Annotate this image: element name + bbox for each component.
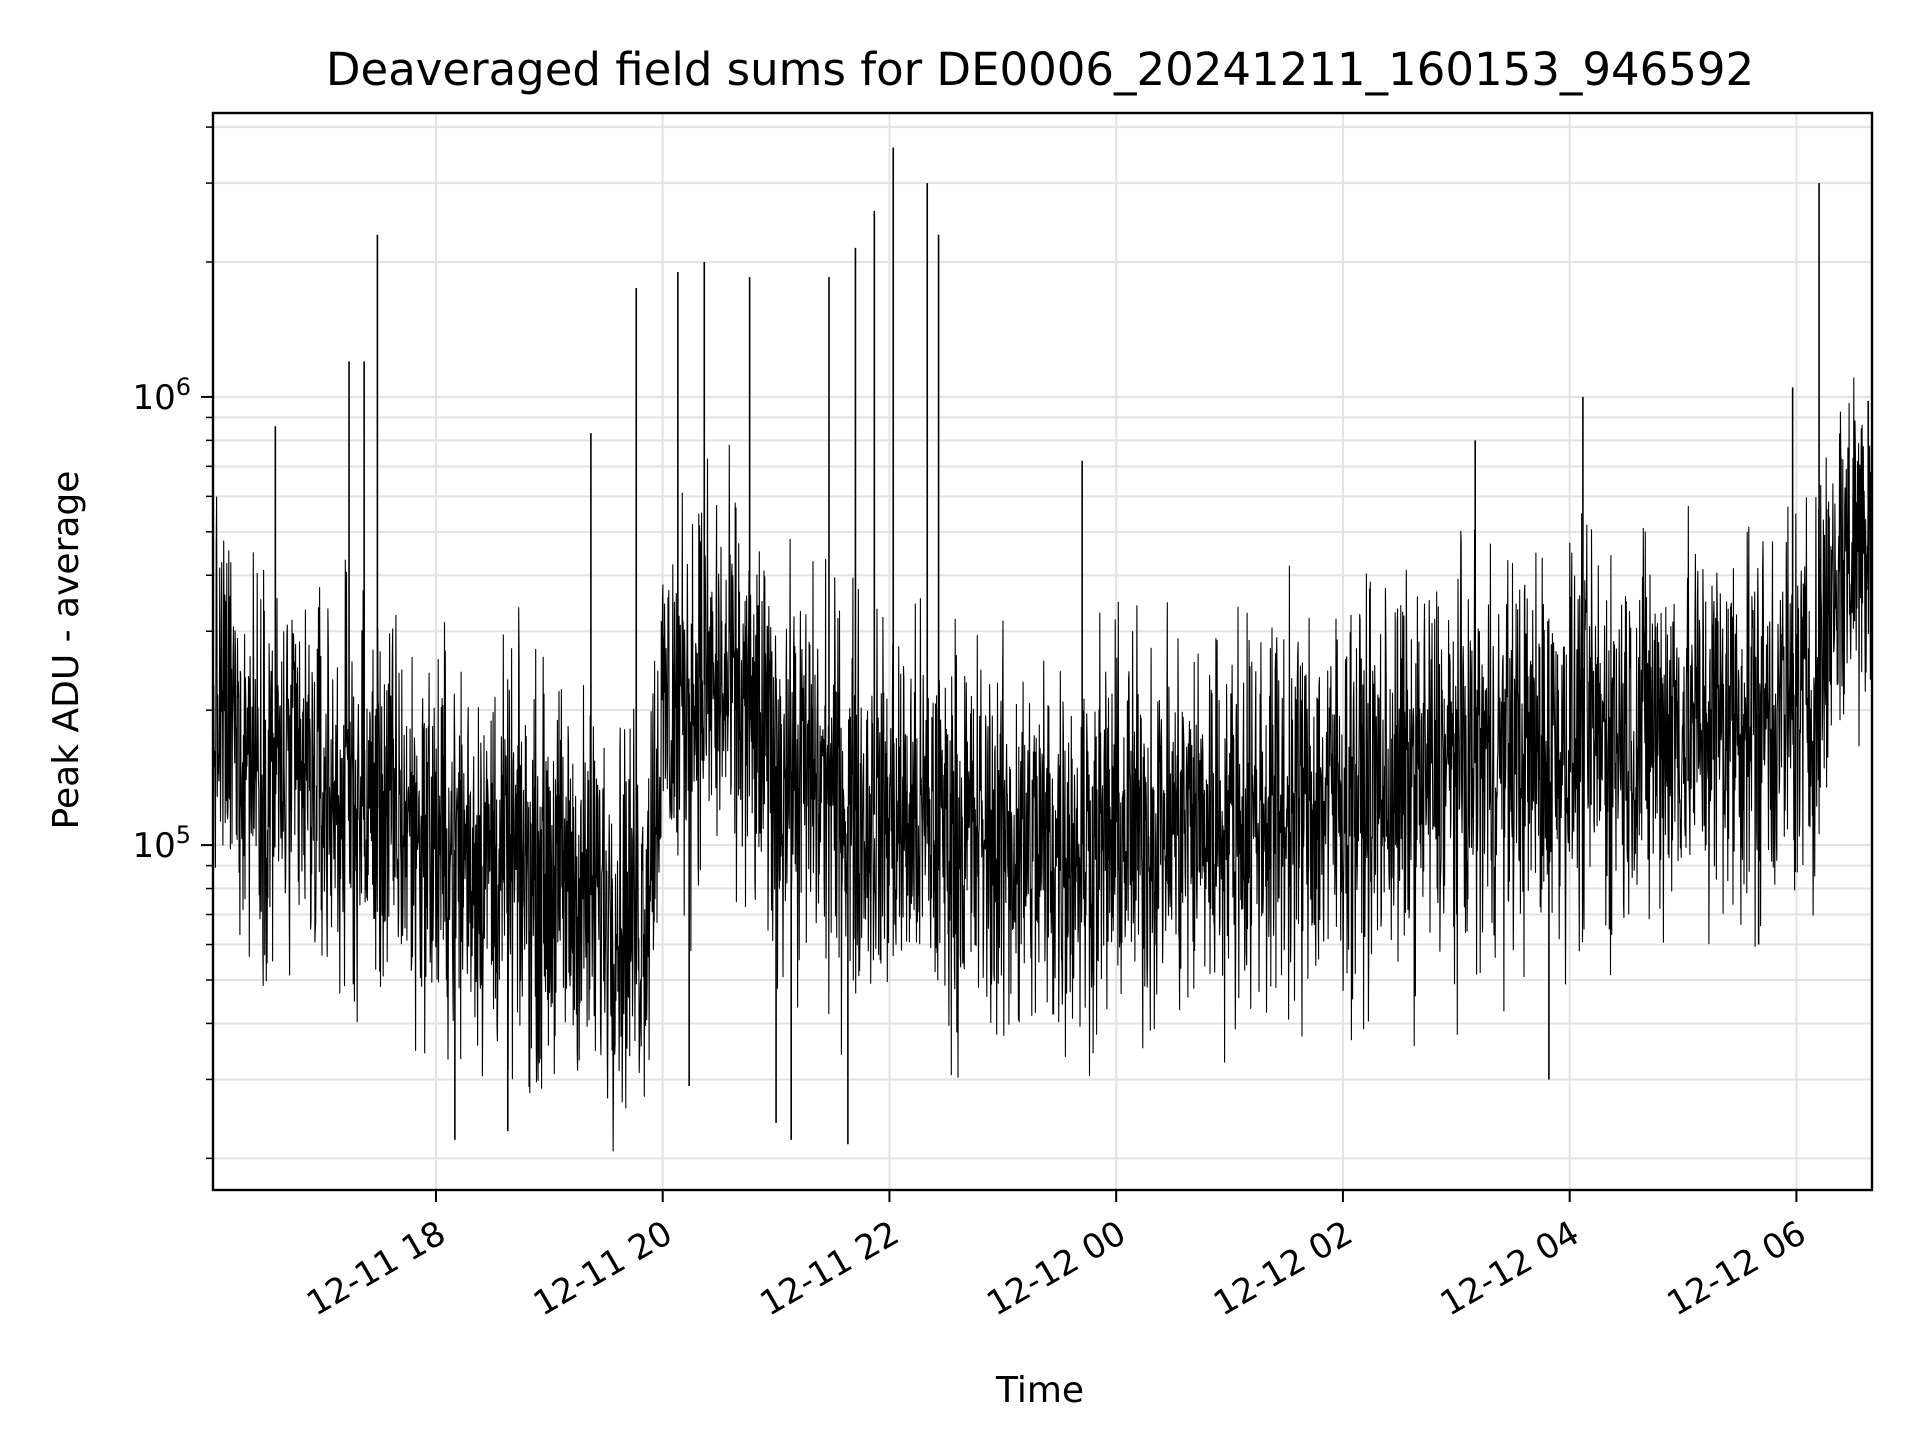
chart-title: Deaveraged field sums for DE0006_2024121…	[326, 43, 1754, 96]
plot-area	[212, 147, 1873, 1152]
x-axis-label: Time	[995, 1370, 1084, 1411]
y-tick-label: 105	[132, 821, 191, 866]
y-axis-label: Peak ADU - average	[46, 471, 87, 830]
series-line	[212, 377, 1873, 1152]
axes-frame	[211, 111, 1874, 1192]
y-axis: 105 106	[132, 126, 213, 1160]
y-tick-label: 106	[132, 373, 191, 418]
spike-group	[274, 147, 1870, 1145]
